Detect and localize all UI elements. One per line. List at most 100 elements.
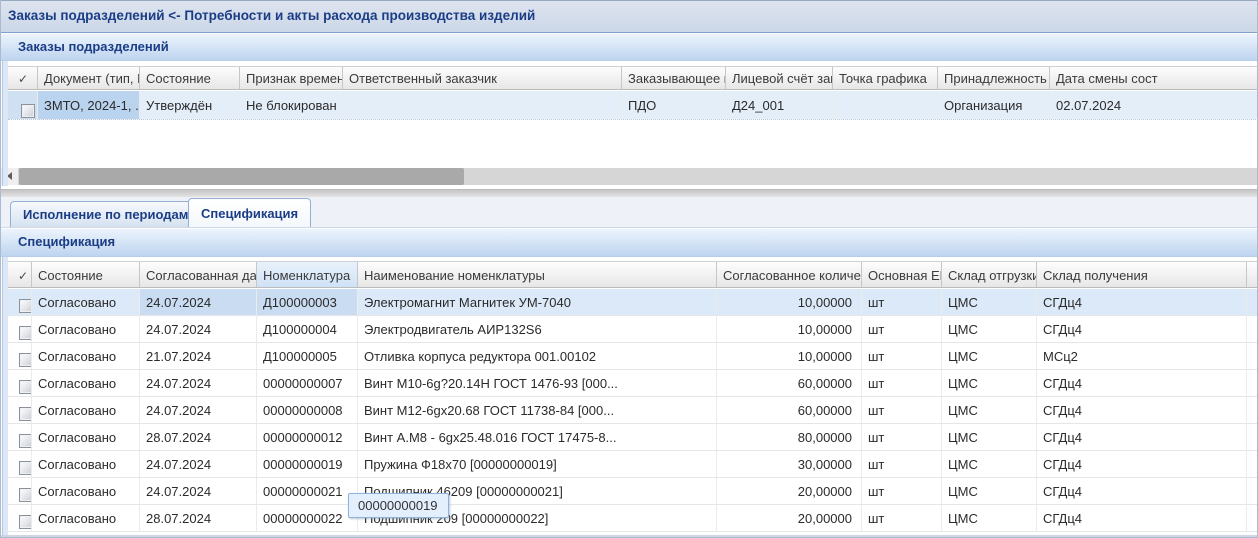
- table-cell[interactable]: 24.07.2024: [140, 451, 257, 477]
- table-row[interactable]: Согласовано 28.07.2024 00000000022 Подшипни…: [8, 505, 1258, 532]
- table-cell[interactable]: ЦМС: [942, 397, 1037, 423]
- table-cell[interactable]: СГДц4: [1037, 289, 1247, 315]
- panel-splitter[interactable]: [0, 189, 1258, 197]
- table-cell[interactable]: Отливка корпуса редуктора 001.00102: [358, 343, 717, 369]
- row-checkbox[interactable]: [19, 488, 31, 502]
- column-header[interactable]: Признак временно: [240, 67, 343, 89]
- table-cell[interactable]: Не блокирован: [240, 91, 343, 119]
- row-select-cell[interactable]: [8, 451, 32, 477]
- table-cell[interactable]: [343, 91, 622, 119]
- table-cell[interactable]: шт: [862, 451, 942, 477]
- table-cell[interactable]: шт: [862, 370, 942, 396]
- table-cell[interactable]: 00000000021: [257, 478, 358, 504]
- table-cell[interactable]: Согласовано: [32, 289, 140, 315]
- column-header[interactable]: Дата смены сост: [1050, 67, 1258, 89]
- row-checkbox[interactable]: [19, 353, 31, 367]
- row-select-cell[interactable]: [8, 424, 32, 450]
- table-cell[interactable]: Винт М12-6gx20.68 ГОСТ 11738-84 [000...: [358, 397, 717, 423]
- table-row[interactable]: Согласовано 24.07.2024 00000000008 Винт М12…: [8, 397, 1258, 424]
- tab-specification[interactable]: Спецификация: [188, 198, 312, 227]
- table-cell[interactable]: шт: [862, 397, 942, 423]
- table-cell[interactable]: СГДц4: [1037, 505, 1247, 531]
- table-cell[interactable]: Д100000003: [257, 289, 358, 315]
- table-cell[interactable]: 20,00000: [717, 505, 862, 531]
- table-cell[interactable]: Электродвигатель АИР132S6: [358, 316, 717, 342]
- column-header[interactable]: Состояние: [140, 67, 240, 89]
- table-cell[interactable]: 10,00000: [717, 289, 862, 315]
- horizontal-scrollbar[interactable]: [1, 168, 1257, 185]
- table-row[interactable]: Согласовано 24.07.2024 00000000019 Пружина …: [8, 451, 1258, 478]
- table-cell[interactable]: ЗМТО, 2024-1, ...: [38, 91, 140, 119]
- table-cell[interactable]: СГДц4: [1037, 370, 1247, 396]
- table-cell[interactable]: 60,00000: [717, 370, 862, 396]
- table-cell[interactable]: 24.07.2024: [140, 478, 257, 504]
- column-header[interactable]: Заказывающее под: [622, 67, 726, 89]
- table-row[interactable]: Согласовано 24.07.2024 00000000007 Винт М10…: [8, 370, 1258, 397]
- table-cell[interactable]: СГДц4: [1037, 316, 1247, 342]
- row-checkbox[interactable]: [21, 104, 35, 118]
- table-row[interactable]: Согласовано 24.07.2024 00000000021 Подшипни…: [8, 478, 1258, 505]
- column-header[interactable]: Принадлежность: [938, 67, 1050, 89]
- table-cell[interactable]: МСц2: [1037, 343, 1247, 369]
- table-cell[interactable]: ЦМС: [942, 316, 1037, 342]
- table-cell[interactable]: ЦМС: [942, 451, 1037, 477]
- table-cell[interactable]: СГДц4: [1037, 478, 1247, 504]
- table-cell[interactable]: 00000000008: [257, 397, 358, 423]
- table-cell[interactable]: Согласовано: [32, 343, 140, 369]
- table-cell[interactable]: Согласовано: [32, 478, 140, 504]
- row-select-cell[interactable]: [8, 289, 32, 315]
- select-all-column-header[interactable]: ✓: [8, 67, 38, 89]
- column-header[interactable]: Склад отгрузки.: [942, 262, 1037, 287]
- column-header[interactable]: Согласованная дата: [140, 262, 257, 287]
- table-cell[interactable]: ЦМС: [942, 289, 1037, 315]
- select-all-column-header[interactable]: ✓: [8, 262, 32, 287]
- table-cell[interactable]: шт: [862, 505, 942, 531]
- table-cell[interactable]: 10,00000: [717, 343, 862, 369]
- table-cell[interactable]: ЦМС: [942, 424, 1037, 450]
- table-cell[interactable]: 00000000019: [257, 451, 358, 477]
- table-cell[interactable]: 10,00000: [717, 316, 862, 342]
- table-cell[interactable]: 00000000007: [257, 370, 358, 396]
- column-header[interactable]: Точка графика: [833, 67, 938, 89]
- column-header[interactable]: Наименование номенклатуры: [358, 262, 717, 287]
- table-cell[interactable]: Д100000004: [257, 316, 358, 342]
- table-cell[interactable]: 80,00000: [717, 424, 862, 450]
- table-cell[interactable]: Согласовано: [32, 370, 140, 396]
- row-checkbox[interactable]: [19, 299, 31, 313]
- table-cell[interactable]: Утверждён: [140, 91, 240, 119]
- column-header[interactable]: Документ (тип, №: [38, 67, 140, 89]
- table-row[interactable]: Согласовано 21.07.2024 Д100000005 Отливка к…: [8, 343, 1258, 370]
- column-header[interactable]: Номенклатура ▲: [257, 262, 358, 287]
- table-cell[interactable]: Д24_001: [726, 91, 833, 119]
- table-cell[interactable]: шт: [862, 343, 942, 369]
- row-checkbox[interactable]: [19, 434, 31, 448]
- table-cell[interactable]: ЦМС: [942, 478, 1037, 504]
- row-checkbox[interactable]: [19, 515, 31, 529]
- column-header[interactable]: Согласованное количесте: [717, 262, 862, 287]
- table-cell[interactable]: Организация: [938, 91, 1050, 119]
- table-cell[interactable]: 02.07.2024: [1050, 91, 1258, 119]
- row-select-cell[interactable]: [8, 505, 32, 531]
- column-header[interactable]: Основная ЕИ: [862, 262, 942, 287]
- table-cell[interactable]: СГДц4: [1037, 424, 1247, 450]
- row-checkbox[interactable]: [19, 380, 31, 394]
- table-cell[interactable]: Пружина Ф18х70 [00000000019]: [358, 451, 717, 477]
- table-cell[interactable]: 21.07.2024: [140, 343, 257, 369]
- table-cell[interactable]: 30,00000: [717, 451, 862, 477]
- row-select-cell[interactable]: [8, 478, 32, 504]
- table-cell[interactable]: шт: [862, 478, 942, 504]
- table-cell[interactable]: 28.07.2024: [140, 505, 257, 531]
- row-checkbox[interactable]: [19, 407, 31, 421]
- table-cell[interactable]: шт: [862, 289, 942, 315]
- row-checkbox[interactable]: [19, 326, 31, 340]
- table-cell[interactable]: ЦМС: [942, 505, 1037, 531]
- row-select-cell[interactable]: [8, 397, 32, 423]
- row-select-cell[interactable]: [8, 343, 32, 369]
- table-cell[interactable]: 24.07.2024: [140, 397, 257, 423]
- tab-execution-by-periods[interactable]: Исполнение по периодам: [10, 201, 202, 227]
- table-cell[interactable]: Согласовано: [32, 424, 140, 450]
- table-cell[interactable]: Согласовано: [32, 505, 140, 531]
- table-cell[interactable]: Винт А.М8 - 6gx25.48.016 ГОСТ 17475-8...: [358, 424, 717, 450]
- table-cell[interactable]: 24.07.2024: [140, 316, 257, 342]
- table-cell[interactable]: шт: [862, 424, 942, 450]
